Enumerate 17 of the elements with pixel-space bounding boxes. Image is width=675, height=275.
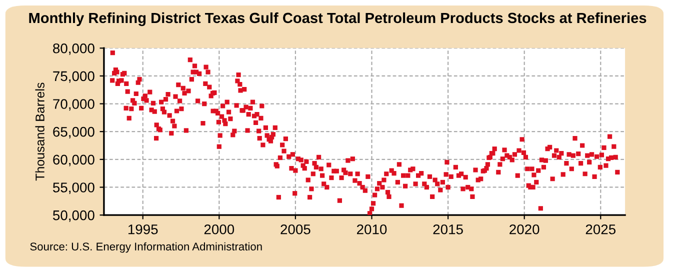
y-tick-label: 80,000 — [53, 43, 94, 55]
x-tick-label: 1995 — [128, 224, 158, 234]
x-tick-label: 2020 — [510, 224, 540, 234]
y-tick-label: 65,000 — [53, 126, 94, 138]
y-axis-title: Thousand Barrels — [35, 82, 44, 181]
x-tick-label: 2010 — [357, 224, 387, 234]
x-tick-label: 2015 — [433, 224, 463, 234]
source-note: Source: U.S. Energy Information Administration — [30, 242, 262, 253]
y-tick-label: 60,000 — [53, 154, 94, 166]
y-tick-label: 70,000 — [53, 99, 94, 111]
x-tick-label: 2005 — [280, 224, 310, 234]
x-tick-label: 2000 — [204, 224, 234, 234]
chart-title: Monthly Refining District Texas Gulf Coast Total Petroleum Products Stocks at Refineries — [29, 12, 646, 26]
y-tick-label: 50,000 — [53, 210, 94, 222]
x-tick-label: 2025 — [586, 224, 616, 234]
y-tick-label: 55,000 — [53, 182, 94, 194]
y-tick-label: 75,000 — [53, 71, 94, 83]
